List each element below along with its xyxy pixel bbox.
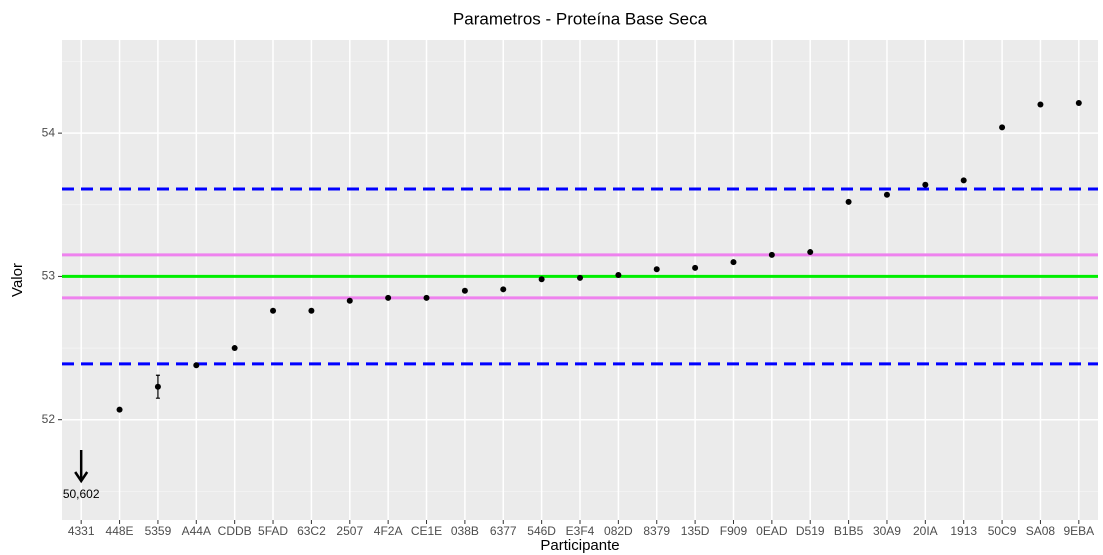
x-tick-label: 082D	[604, 524, 633, 538]
x-tick-label: D519	[796, 524, 825, 538]
x-tick-label: 4F2A	[374, 524, 403, 538]
point	[768, 251, 775, 258]
point	[615, 271, 622, 278]
point	[154, 383, 161, 390]
point	[1075, 100, 1082, 107]
x-tick-label: 20IA	[913, 524, 938, 538]
x-tick-label: 4331	[68, 524, 95, 538]
x-tick-label: 2507	[336, 524, 363, 538]
point	[999, 124, 1006, 131]
x-tick-label: A44A	[182, 524, 211, 538]
y-tick-label: 53	[42, 269, 56, 283]
point	[577, 274, 583, 281]
x-tick-label: 8379	[643, 524, 670, 538]
point	[423, 294, 430, 301]
x-tick-label: 30A9	[873, 524, 901, 538]
point	[500, 286, 507, 293]
x-tick-label: 448E	[106, 524, 134, 538]
x-tick-label: 63C2	[297, 524, 326, 538]
x-tick-label: CDDB	[218, 524, 252, 538]
point	[922, 181, 929, 188]
point	[346, 297, 353, 304]
point	[807, 249, 814, 256]
point	[692, 264, 699, 271]
y-axis-title: Valor	[9, 263, 26, 297]
point	[308, 307, 315, 314]
x-tick-label: 5359	[145, 524, 172, 538]
point	[538, 276, 545, 283]
point	[116, 406, 123, 413]
x-tick-label: 546D	[527, 524, 556, 538]
point	[193, 362, 200, 369]
x-tick-label: 5FAD	[258, 524, 288, 538]
x-tick-label: 9EBA	[1063, 524, 1094, 538]
point	[653, 266, 660, 273]
x-tick-label: 135D	[681, 524, 710, 538]
point	[270, 307, 277, 314]
x-tick-label: 038B	[451, 524, 479, 538]
x-tick-label: 1913	[950, 524, 977, 538]
point	[960, 177, 967, 184]
x-tick-label: 50C9	[988, 524, 1017, 538]
y-tick-label: 52	[42, 412, 56, 426]
point	[730, 259, 737, 266]
point	[461, 287, 468, 294]
arrow-head	[74, 471, 89, 484]
x-tick-label: SA08	[1026, 524, 1056, 538]
point	[845, 198, 852, 205]
point	[883, 191, 890, 198]
point	[231, 345, 238, 352]
x-tick-label: F909	[720, 524, 748, 538]
y-tick-label: 54	[42, 125, 56, 139]
x-tick-label: 6377	[490, 524, 517, 538]
point	[385, 294, 392, 301]
x-tick-label: B1B5	[834, 524, 864, 538]
point	[1037, 101, 1044, 108]
x-tick-label: E3F4	[566, 524, 595, 538]
x-axis-title: Participante	[540, 537, 619, 554]
x-tick-label: CE1E	[411, 524, 442, 538]
x-tick-label: 0EAD	[756, 524, 788, 538]
value-label: 50,602	[63, 487, 100, 501]
chart-title: Parametros - Proteína Base Seca	[453, 9, 708, 28]
